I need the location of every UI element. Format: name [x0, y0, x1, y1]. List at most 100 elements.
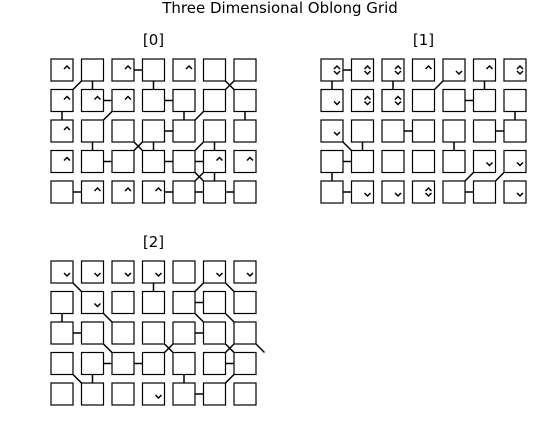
grid-panel-0: [0]	[50, 31, 257, 204]
connector-diagonal	[72, 373, 83, 384]
grid-node	[202, 351, 227, 376]
grid-node	[80, 321, 105, 345]
grid-node	[80, 290, 105, 315]
grid-node	[350, 119, 375, 143]
grid-node	[320, 149, 344, 174]
down-arrow-icon	[93, 272, 102, 278]
grid-node	[111, 321, 135, 345]
grid-node	[411, 180, 436, 204]
grid-node	[50, 149, 74, 174]
connector-diagonal	[342, 141, 353, 152]
grid-node	[503, 88, 527, 113]
grid-node	[381, 119, 405, 143]
grid-node	[233, 88, 257, 113]
down-arrow-icon	[394, 192, 402, 198]
grid-node	[80, 58, 105, 82]
up-arrow-icon	[124, 95, 132, 101]
connector-diagonal	[433, 80, 444, 91]
up-arrow-icon	[516, 64, 524, 70]
grid-node	[411, 149, 436, 174]
down-arrow-icon	[516, 70, 524, 76]
grid-node	[80, 382, 105, 406]
grid-node	[50, 351, 74, 376]
grid-node	[141, 260, 166, 284]
grid-node	[350, 88, 375, 113]
grid-node	[172, 260, 196, 284]
grid-panels: [0] [1] [2]	[50, 31, 527, 406]
grid-node	[50, 58, 74, 82]
grid-panel-2: [2]	[50, 233, 266, 406]
grid-node	[202, 88, 227, 113]
grid-node	[381, 58, 405, 82]
grid-node	[381, 180, 405, 204]
grid-node	[233, 321, 257, 345]
connector-diagonal	[464, 171, 475, 182]
connector-diagonal	[194, 171, 205, 182]
down-arrow-icon	[93, 302, 102, 308]
grid-node	[50, 321, 74, 345]
grid-node	[411, 58, 436, 82]
connector-diagonal	[194, 110, 205, 121]
grid-node	[442, 88, 466, 113]
grid-node	[233, 351, 257, 376]
grid-node	[172, 382, 196, 406]
connector-diagonal	[224, 373, 235, 384]
grid-node	[80, 260, 105, 284]
grid-node	[442, 149, 466, 174]
grid-node	[202, 180, 227, 204]
grid-node	[141, 180, 166, 204]
grid-node	[202, 260, 227, 284]
down-arrow-icon	[333, 131, 341, 137]
figure-title: Three Dimensional Oblong Grid	[161, 0, 398, 17]
grid-node	[141, 58, 166, 82]
grid-node	[202, 382, 227, 406]
up-arrow-icon	[63, 156, 71, 162]
connector-diagonal	[133, 141, 144, 152]
grid-node	[80, 119, 105, 143]
down-arrow-icon	[154, 394, 163, 400]
up-arrow-icon	[394, 64, 402, 70]
grid-node	[111, 382, 135, 406]
grid-node	[320, 119, 344, 143]
grid-node	[350, 149, 375, 174]
grid-node	[111, 180, 135, 204]
up-arrow-icon	[363, 64, 372, 70]
connector-diagonal	[102, 110, 113, 121]
up-arrow-icon	[485, 64, 494, 70]
grid-node	[111, 88, 135, 113]
grid-node	[442, 180, 466, 204]
down-arrow-icon	[394, 100, 402, 106]
up-arrow-icon	[93, 95, 102, 101]
up-arrow-icon	[215, 156, 224, 162]
grid-node	[472, 149, 497, 174]
grid-node	[442, 119, 466, 143]
panel-label: [2]	[143, 233, 164, 251]
down-arrow-icon	[333, 70, 341, 76]
connector-diagonal	[102, 343, 113, 354]
grid-node	[172, 88, 196, 113]
grid-node	[50, 382, 74, 406]
grid-node	[320, 88, 344, 113]
grid-node	[80, 88, 105, 113]
grid-node	[50, 119, 74, 143]
connector-diagonal	[194, 141, 205, 152]
grid-node	[172, 351, 196, 376]
grid-node	[202, 119, 227, 143]
grid-node	[503, 119, 527, 143]
grid-node	[172, 290, 196, 315]
grid-node	[141, 119, 166, 143]
grid-node	[233, 260, 257, 284]
down-arrow-icon	[215, 272, 224, 278]
grid-node	[472, 180, 497, 204]
up-arrow-icon	[63, 64, 71, 70]
grid-node	[503, 180, 527, 204]
up-arrow-icon	[93, 186, 102, 192]
panel-label: [1]	[413, 31, 434, 49]
up-arrow-icon	[124, 186, 132, 192]
grid-node	[111, 290, 135, 315]
connector-diagonal	[224, 343, 235, 354]
up-arrow-icon	[124, 64, 132, 70]
grid-node	[472, 119, 497, 143]
grid-node	[411, 88, 436, 113]
grid-node	[172, 119, 196, 143]
